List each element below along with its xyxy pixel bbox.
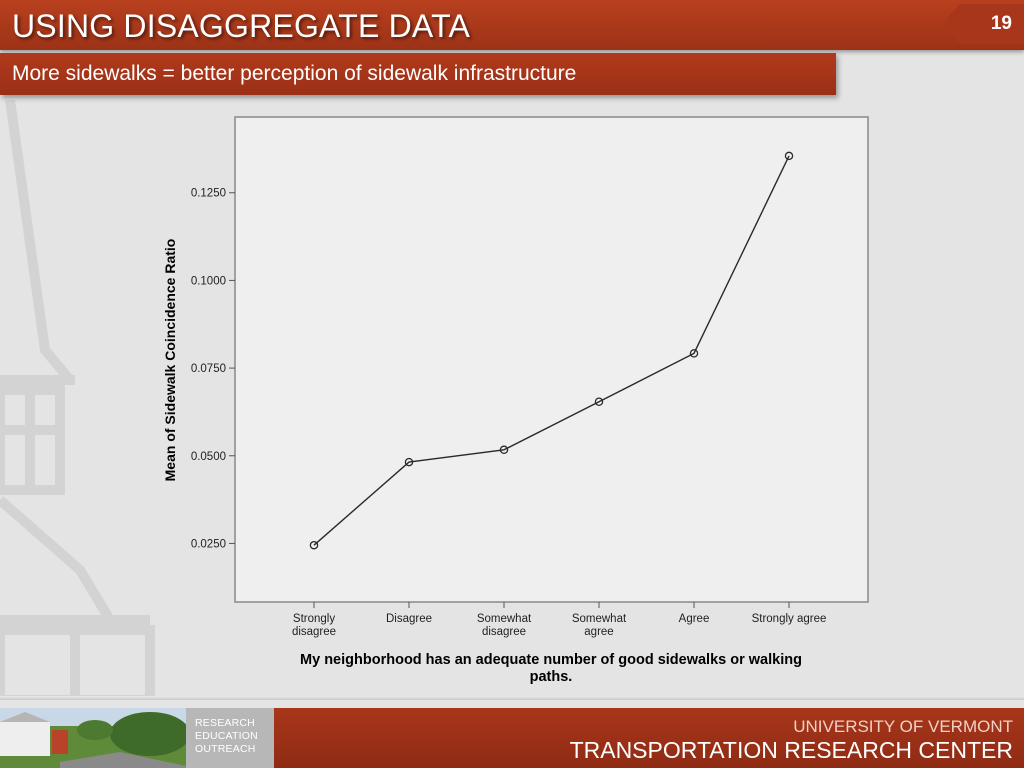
data-point <box>689 349 699 358</box>
x-tick-label: disagree <box>292 626 336 638</box>
x-tick-label: Strongly <box>293 613 335 625</box>
x-axis-label-line-1: My neighborhood has an adequate number o… <box>300 652 802 668</box>
x-tick-label: Strongly agree <box>752 613 827 625</box>
x-tick-label: Disagree <box>386 613 432 625</box>
data-point <box>784 151 794 161</box>
y-tick-label: 0.1000 <box>191 275 226 287</box>
x-axis-label-line-2: paths. <box>530 669 573 685</box>
university-name: UNIVERSITY OF VERMONT <box>793 717 1013 736</box>
series-line <box>313 155 790 546</box>
x-tick-label: Somewhat <box>477 613 532 625</box>
footer-tagline: RESEARCH EDUCATION OUTREACH <box>186 708 274 768</box>
subtitle-bar: More sidewalks = better perception of si… <box>0 53 836 95</box>
data-point <box>309 540 319 550</box>
footer-divider <box>0 696 1024 700</box>
steeple-watermark <box>0 100 155 700</box>
y-tick-label: 0.1250 <box>191 188 226 200</box>
data-point <box>594 397 604 407</box>
x-tick-label: agree <box>584 626 613 638</box>
y-tick-label: 0.0250 <box>191 538 226 550</box>
tagline-outreach: OUTREACH <box>195 743 256 755</box>
title-bar: USING DISAGGREGATE DATA 19 <box>0 0 1024 50</box>
x-tick-label: Agree <box>679 613 710 625</box>
slide-number: 19 <box>942 4 1024 44</box>
x-tick-label: Somewhat <box>572 613 627 625</box>
y-tick-label: 0.0500 <box>191 451 226 463</box>
slide-subtitle: More sidewalks = better perception of si… <box>12 62 577 85</box>
x-tick-label: disagree <box>482 626 526 638</box>
y-tick-label: 0.0750 <box>191 363 226 375</box>
farm-landscape-photo <box>0 708 186 768</box>
y-axis-label: Mean of Sidewalk Coincidence Ratio <box>162 239 178 482</box>
center-name: TRANSPORTATION RESEARCH CENTER <box>569 737 1013 763</box>
data-point <box>404 457 414 467</box>
slide-title: USING DISAGGREGATE DATA <box>12 8 470 44</box>
data-point <box>499 445 509 455</box>
tagline-research: RESEARCH <box>195 717 255 729</box>
tagline-education: EDUCATION <box>195 730 258 742</box>
data-points <box>309 151 794 550</box>
y-axis: 0.0250 0.0500 0.0750 0.1000 0.1250 <box>191 188 235 550</box>
